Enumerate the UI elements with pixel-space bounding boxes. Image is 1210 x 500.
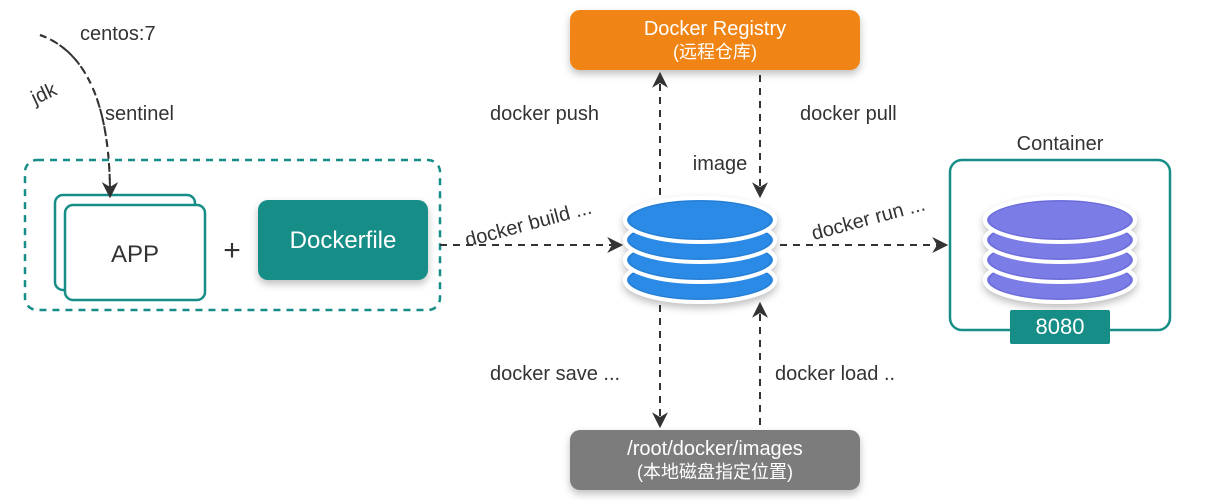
dockerfile-label: Dockerfile: [290, 227, 397, 254]
container-label: Container: [1017, 133, 1104, 155]
plus-sign: +: [223, 234, 241, 267]
stack-layer: [625, 198, 775, 242]
registry-label-1: Docker Registry: [644, 18, 786, 40]
edge-label-build: docker build ...: [463, 197, 594, 252]
edge-label-load: docker load ..: [775, 363, 895, 385]
dockerfile-node: Dockerfile: [258, 200, 428, 280]
edge-label-run: docker run ...: [809, 193, 927, 244]
docker-flow-diagram: Docker Registry (远程仓库) /root/docker/imag…: [0, 0, 1210, 500]
jdk-label: jdk: [27, 78, 61, 110]
image-stack: [625, 198, 775, 302]
registry-label-2: (远程仓库): [673, 42, 757, 62]
edge-centos-arrow: [40, 35, 110, 195]
app-label: APP: [111, 241, 159, 268]
container-stack: [985, 198, 1135, 302]
centos-label: centos:7: [80, 23, 156, 45]
local-disk-node: /root/docker/images (本地磁盘指定位置): [570, 430, 860, 490]
registry-node: Docker Registry (远程仓库): [570, 10, 860, 70]
stack-layer: [985, 198, 1135, 242]
image-label: image: [693, 153, 747, 175]
edge-label-push: docker push: [490, 103, 599, 125]
edge-label-save: docker save ...: [490, 363, 620, 385]
edge-label-pull: docker pull: [800, 103, 897, 125]
local-disk-label-2: (本地磁盘指定位置): [637, 462, 793, 482]
port-label: 8080: [1036, 314, 1085, 339]
local-disk-label-1: /root/docker/images: [627, 438, 803, 460]
sentinel-label: sentinel: [105, 103, 174, 125]
